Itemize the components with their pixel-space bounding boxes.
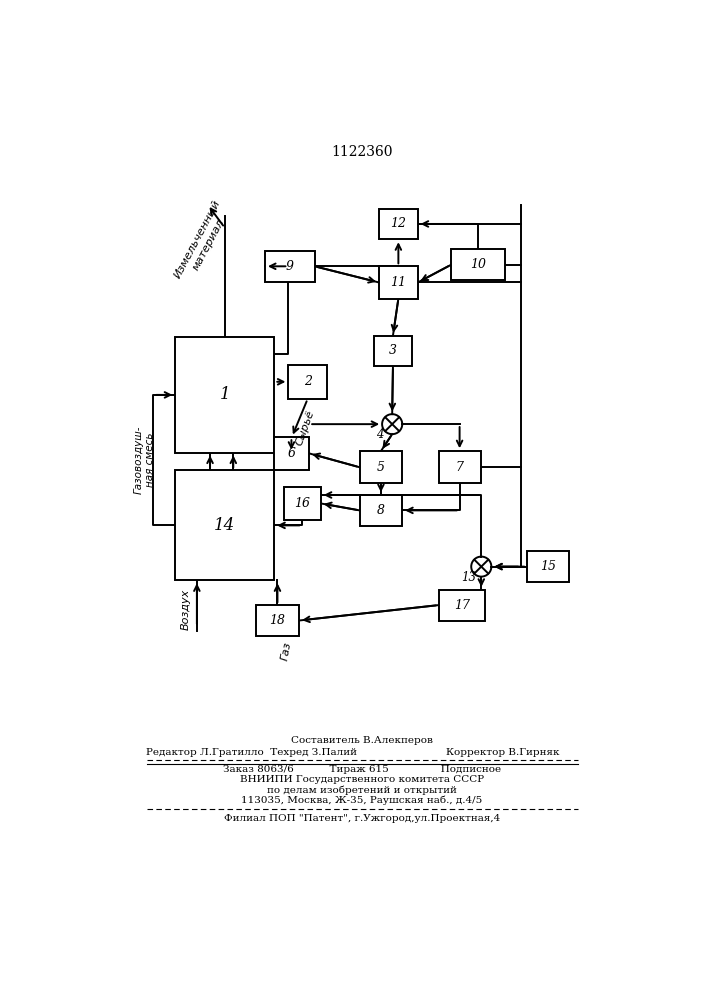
Text: Заказ 8063/6           Тираж 615                Подписное: Заказ 8063/6 Тираж 615 Подписное — [223, 765, 501, 774]
Text: Газ: Газ — [280, 641, 293, 662]
Bar — [373, 336, 412, 366]
Text: 8: 8 — [377, 504, 385, 517]
Bar — [438, 451, 481, 483]
Text: Филиал ПОП "Патент", г.Ужгород,ул.Проектная,4: Филиал ПОП "Патент", г.Ужгород,ул.Проект… — [224, 814, 500, 823]
Text: Редактор Л.Гратилло  Техред З.Палий: Редактор Л.Гратилло Техред З.Палий — [146, 748, 356, 757]
Bar — [288, 365, 327, 399]
Text: 1122360: 1122360 — [331, 145, 392, 159]
Bar — [379, 266, 418, 299]
Text: ВНИИПИ Государственного комитета СССР: ВНИИПИ Государственного комитета СССР — [240, 775, 484, 784]
Bar — [438, 590, 485, 620]
Bar — [451, 249, 506, 280]
Text: 2: 2 — [304, 375, 312, 388]
Text: 9: 9 — [286, 260, 294, 273]
Text: 15: 15 — [540, 560, 556, 573]
Text: по делам изобретений и открытий: по делам изобретений и открытий — [267, 785, 457, 795]
Bar — [256, 605, 299, 636]
Bar — [274, 437, 309, 470]
Text: 10: 10 — [470, 258, 486, 271]
Text: 1: 1 — [219, 386, 230, 403]
Bar — [284, 487, 321, 520]
Text: 14: 14 — [214, 517, 235, 534]
Text: 4: 4 — [376, 428, 383, 441]
Text: 13: 13 — [462, 571, 477, 584]
Bar — [360, 451, 402, 483]
Bar — [265, 251, 315, 282]
Text: Воздух: Воздух — [181, 589, 191, 630]
Bar — [175, 337, 274, 453]
Text: 18: 18 — [269, 614, 286, 627]
Text: Составитель В.Алекперов: Составитель В.Алекперов — [291, 736, 433, 745]
Text: 6: 6 — [288, 447, 296, 460]
Text: 3: 3 — [389, 344, 397, 358]
Bar — [527, 551, 569, 582]
Bar — [360, 495, 402, 526]
Text: 113035, Москва, Ж-35, Раушская наб., д.4/5: 113035, Москва, Ж-35, Раушская наб., д.4… — [241, 795, 483, 805]
Text: 16: 16 — [294, 497, 310, 510]
Text: Газовоздуш-
ная смесь: Газовоздуш- ная смесь — [134, 426, 155, 494]
Text: 12: 12 — [390, 217, 407, 230]
Bar — [175, 470, 274, 580]
Text: Измельченный
материал: Измельченный материал — [173, 198, 233, 285]
Text: 11: 11 — [390, 276, 407, 289]
Text: 5: 5 — [377, 461, 385, 474]
Text: Корректор В.Гирняк: Корректор В.Гирняк — [446, 748, 560, 757]
Text: 7: 7 — [455, 461, 464, 474]
Text: Сырьё: Сырьё — [294, 409, 317, 447]
Bar — [379, 209, 418, 239]
Text: 17: 17 — [454, 599, 470, 612]
